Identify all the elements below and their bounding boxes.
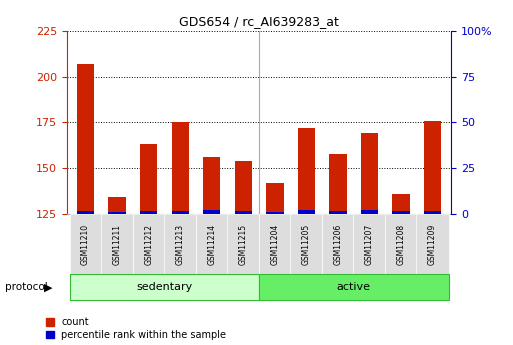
Bar: [266, 183, 284, 214]
Bar: [234, 161, 252, 214]
Text: GSM11204: GSM11204: [270, 224, 280, 265]
Bar: [77, 210, 94, 214]
Bar: [298, 210, 315, 214]
Title: GDS654 / rc_AI639283_at: GDS654 / rc_AI639283_at: [179, 16, 339, 29]
Bar: [108, 197, 126, 214]
Bar: [392, 211, 410, 214]
Bar: [424, 210, 441, 214]
Text: protocol: protocol: [5, 282, 48, 292]
Bar: [266, 212, 284, 214]
Text: GSM11211: GSM11211: [113, 224, 122, 265]
Text: GSM11215: GSM11215: [239, 224, 248, 265]
Bar: [329, 154, 347, 214]
Text: GSM11210: GSM11210: [81, 224, 90, 265]
Text: GSM11209: GSM11209: [428, 224, 437, 265]
Legend: count, percentile rank within the sample: count, percentile rank within the sample: [46, 317, 226, 340]
Text: sedentary: sedentary: [136, 282, 192, 292]
Bar: [361, 210, 378, 214]
Bar: [329, 211, 347, 214]
Text: ▶: ▶: [44, 282, 52, 292]
Bar: [234, 210, 252, 214]
Text: GSM11214: GSM11214: [207, 224, 216, 265]
Text: GSM11207: GSM11207: [365, 224, 374, 265]
Text: active: active: [337, 282, 371, 292]
Bar: [171, 211, 189, 214]
Bar: [140, 210, 157, 214]
Bar: [108, 212, 126, 214]
Bar: [361, 134, 378, 214]
Bar: [203, 210, 221, 214]
Text: GSM11213: GSM11213: [176, 224, 185, 265]
Bar: [171, 122, 189, 214]
Bar: [424, 121, 441, 214]
Bar: [140, 145, 157, 214]
Text: GSM11205: GSM11205: [302, 224, 311, 265]
Bar: [392, 194, 410, 214]
Text: GSM11212: GSM11212: [144, 224, 153, 265]
Text: GSM11208: GSM11208: [397, 224, 405, 265]
Bar: [203, 157, 221, 214]
Bar: [298, 128, 315, 214]
Text: GSM11206: GSM11206: [333, 224, 342, 265]
Bar: [77, 64, 94, 214]
